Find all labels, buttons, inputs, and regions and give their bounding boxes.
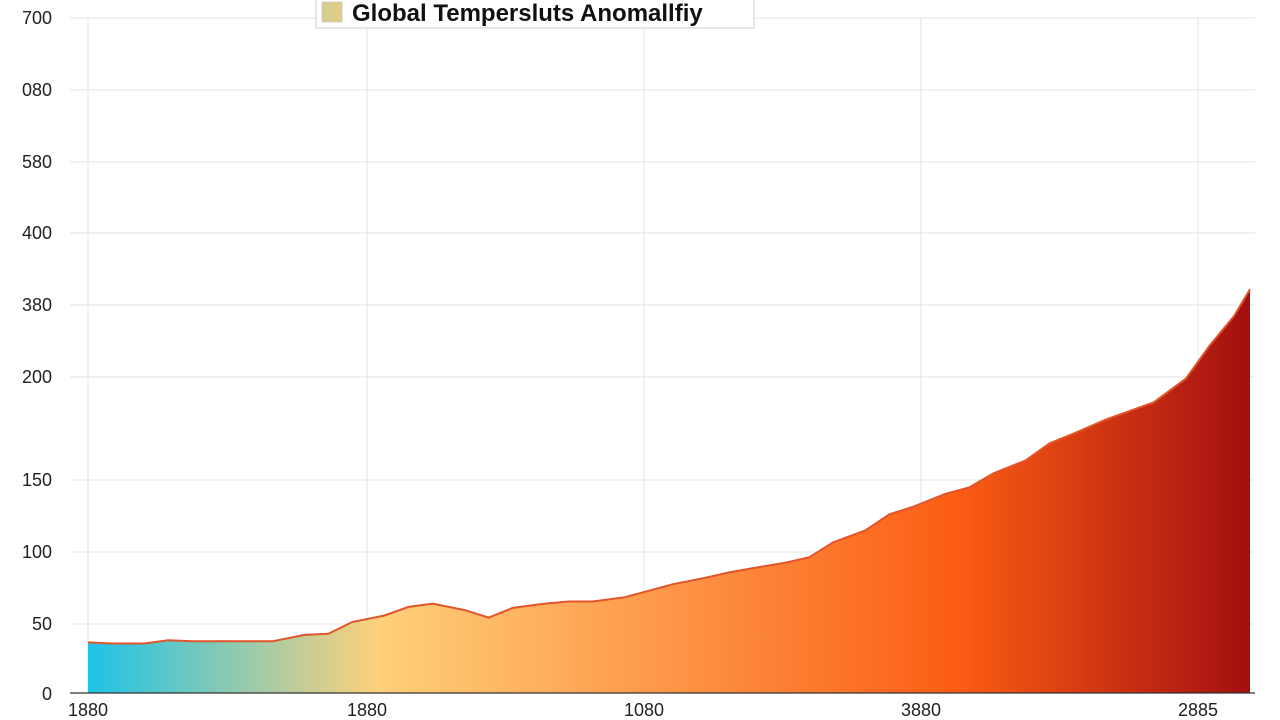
y-tick-labels: 0 50 100 150 200 380 400 580 080 700 bbox=[22, 8, 52, 704]
x-tick-label: 3880 bbox=[901, 700, 941, 720]
y-tick-label: 400 bbox=[22, 223, 52, 243]
y-tick-label: 100 bbox=[22, 542, 52, 562]
x-tick-labels: 1880 1880 1080 3880 2885 bbox=[68, 700, 1218, 720]
x-tick-label: 1080 bbox=[624, 700, 664, 720]
y-tick-label: 700 bbox=[22, 8, 52, 28]
y-tick-label: 580 bbox=[22, 152, 52, 172]
y-tick-label: 200 bbox=[22, 367, 52, 387]
x-tick-label: 2885 bbox=[1178, 700, 1218, 720]
y-tick-label: 150 bbox=[22, 470, 52, 490]
y-tick-label: 080 bbox=[22, 80, 52, 100]
chart-title-box: Global Tempersluts Anomallfiy bbox=[315, 0, 755, 29]
chart-title: Global Tempersluts Anomallfiy bbox=[352, 0, 703, 27]
x-tick-label: 1880 bbox=[68, 700, 108, 720]
y-tick-label: 50 bbox=[32, 614, 52, 634]
y-tick-label: 0 bbox=[42, 684, 52, 704]
title-box-frame bbox=[315, 0, 755, 29]
title-legend-swatch bbox=[321, 1, 343, 23]
y-tick-label: 380 bbox=[22, 295, 52, 315]
area-fill bbox=[88, 289, 1250, 693]
x-tick-label: 1880 bbox=[347, 700, 387, 720]
area-line bbox=[87, 288, 1251, 645]
